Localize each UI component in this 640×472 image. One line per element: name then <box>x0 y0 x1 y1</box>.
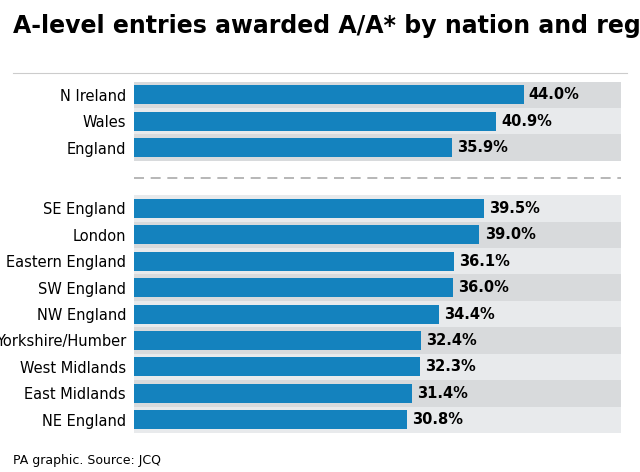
Bar <box>134 135 621 161</box>
Text: 32.4%: 32.4% <box>426 333 477 348</box>
Bar <box>134 304 438 323</box>
Bar <box>134 199 484 218</box>
Text: 36.1%: 36.1% <box>459 254 510 269</box>
Text: 44.0%: 44.0% <box>529 87 580 102</box>
Bar <box>134 138 452 157</box>
Text: 39.0%: 39.0% <box>484 228 536 242</box>
Text: 34.4%: 34.4% <box>444 306 495 321</box>
Bar <box>134 357 420 376</box>
Bar <box>134 301 621 327</box>
Bar <box>134 406 621 433</box>
Text: 35.9%: 35.9% <box>457 140 508 155</box>
Bar <box>134 384 412 403</box>
Bar <box>134 278 452 297</box>
Bar <box>134 248 621 274</box>
Bar <box>134 195 621 221</box>
Bar <box>134 410 407 429</box>
Text: 32.3%: 32.3% <box>426 359 476 374</box>
Text: PA graphic. Source: JCQ: PA graphic. Source: JCQ <box>13 454 161 467</box>
Bar <box>134 331 421 350</box>
Bar <box>134 112 496 131</box>
Bar <box>134 82 621 108</box>
Bar <box>134 221 621 248</box>
Bar <box>134 252 454 271</box>
Bar <box>134 225 479 244</box>
Text: 40.9%: 40.9% <box>501 114 552 129</box>
Bar <box>134 274 621 301</box>
Text: 36.0%: 36.0% <box>458 280 509 295</box>
Text: 30.8%: 30.8% <box>412 412 463 427</box>
Bar <box>134 354 621 380</box>
Text: 31.4%: 31.4% <box>417 386 468 401</box>
Text: 39.5%: 39.5% <box>489 201 540 216</box>
Bar <box>134 327 621 354</box>
Bar <box>134 380 621 406</box>
Bar <box>134 85 524 104</box>
Text: A-level entries awarded A/A* by nation and region: A-level entries awarded A/A* by nation a… <box>13 14 640 38</box>
Bar <box>134 108 621 135</box>
